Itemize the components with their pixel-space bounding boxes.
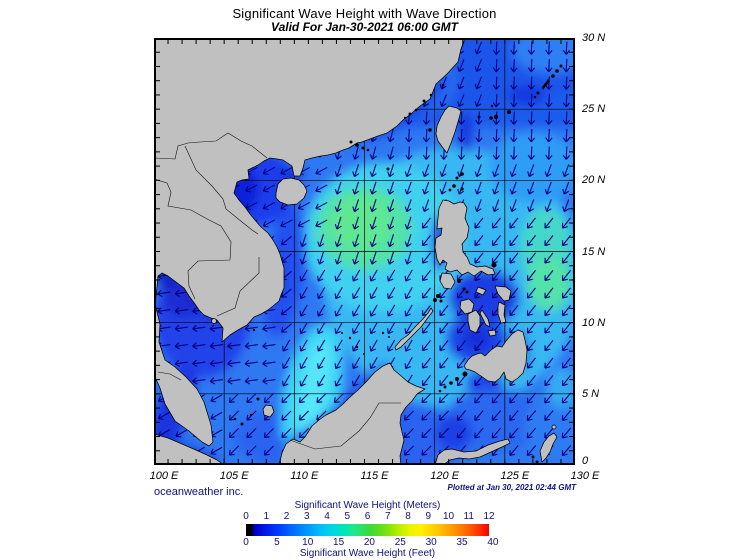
halmahera — [539, 432, 558, 463]
cebu — [479, 309, 491, 328]
border-vietnam-cambodia — [216, 257, 260, 317]
phu-quoc-island — [211, 318, 217, 324]
map-frame — [154, 38, 575, 465]
lat-label: 15 N — [582, 245, 606, 258]
feet-tick: 25 — [394, 537, 406, 548]
mindanao — [463, 329, 528, 383]
country-borders-layer — [153, 132, 401, 450]
masbate — [475, 286, 487, 296]
natuna-island — [262, 404, 275, 418]
lat-label: 5 N — [582, 387, 600, 400]
map-area — [153, 37, 575, 466]
lat-label: 30 N — [582, 32, 606, 44]
lat-label: 0 — [582, 455, 589, 467]
meters-tick: 6 — [364, 511, 371, 522]
mindoro — [439, 272, 456, 290]
meters-tick: 4 — [324, 511, 330, 522]
lon-label: 115 E — [360, 470, 389, 482]
meters-tick: 11 — [463, 511, 474, 522]
feet-tick: 15 — [333, 537, 345, 548]
colorbar-title-meters: Significant Wave Height (Meters) — [294, 500, 441, 511]
feet-tick: 35 — [456, 537, 468, 548]
feet-tick: 20 — [363, 537, 375, 548]
meters-tick: 5 — [344, 511, 351, 522]
lon-label: 120 E — [430, 470, 460, 482]
feet-tick: 0 — [243, 537, 249, 548]
lat-label: 25 N — [582, 103, 606, 116]
borneo — [278, 362, 426, 466]
meters-tick: 1 — [263, 511, 270, 522]
feet-tick: 40 — [487, 537, 499, 548]
lon-label: 110 E — [290, 470, 319, 482]
luzon — [434, 199, 496, 277]
valid-time-subtitle: Valid For Jan-30-2021 06:00 GMT — [271, 20, 458, 34]
plotted-timestamp: Plotted at Jan 30, 2021 02:44 GMT — [447, 483, 577, 492]
meters-tick: 2 — [283, 511, 290, 522]
lat-label: 20 N — [582, 174, 606, 187]
lon-label: 100 E — [149, 470, 179, 482]
meters-tick: 10 — [442, 511, 455, 522]
meters-tick: 3 — [303, 511, 310, 522]
lon-label: 130 E — [570, 470, 600, 482]
lon-label: 125 E — [500, 470, 530, 482]
oceanweather-credit: oceanweather inc. — [154, 486, 244, 498]
small-islands-layer — [233, 64, 563, 464]
wave-map-svg — [153, 37, 575, 466]
degree-ticks — [156, 40, 573, 463]
colorbar-title-feet: Significant Wave Height (Feet) — [299, 548, 436, 559]
palawan — [394, 307, 434, 351]
border-malaysia-thailand — [157, 371, 182, 381]
lon-label: 105 E — [219, 470, 249, 482]
bohol — [487, 329, 497, 337]
samar — [494, 285, 512, 302]
lat-label: 10 N — [582, 316, 606, 329]
taiwan — [435, 105, 462, 154]
feet-tick: 10 — [302, 537, 314, 548]
border-laos-thailand-cambodia — [153, 178, 232, 300]
negros — [467, 309, 481, 334]
meters-tick: 12 — [483, 511, 495, 522]
feet-tick: 30 — [425, 537, 437, 548]
page-title: Significant Wave Height with Wave Direct… — [232, 6, 497, 21]
leyte — [497, 301, 507, 324]
meters-tick: 0 — [243, 511, 249, 522]
border-china-vietnam — [154, 132, 268, 160]
asia-mainland — [153, 37, 466, 447]
meters-tick: 7 — [384, 511, 391, 522]
meters-tick: 9 — [425, 511, 432, 522]
border-vietnam-laos — [184, 145, 259, 235]
feet-tick: 5 — [274, 537, 280, 548]
sulawesi-north-arm — [434, 438, 511, 466]
meters-tick: 8 — [405, 511, 411, 522]
border-borneo-malaysia-indonesia — [289, 402, 401, 450]
land-layer — [153, 37, 558, 466]
hainan — [275, 177, 308, 206]
colorbar-gradient — [246, 524, 489, 536]
morotai-island — [551, 424, 557, 430]
